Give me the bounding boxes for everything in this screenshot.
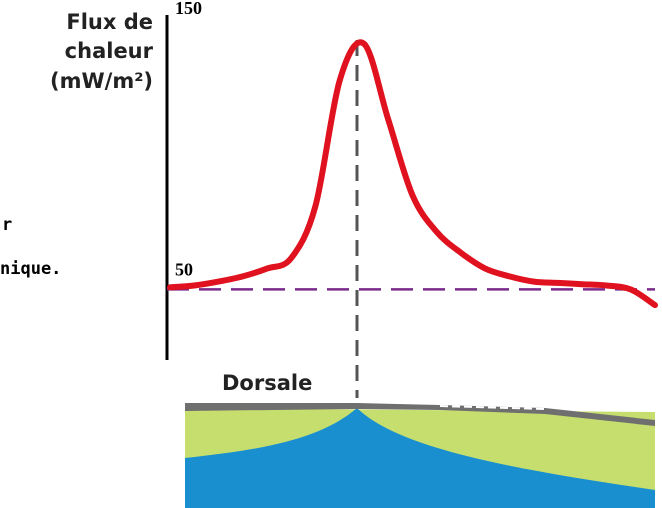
y-tick-label: 150 — [175, 0, 202, 18]
ridge-label: Dorsale — [222, 371, 312, 395]
heat-flux-line — [170, 42, 655, 305]
y-label: Flux de — [66, 10, 153, 34]
y-label: (mW/m²) — [50, 69, 153, 93]
y-label: chaleur — [65, 39, 154, 63]
annotation: nique. — [0, 259, 61, 279]
chart: Flux de chaleur (mW/m²) r nique. Dorsale… — [0, 0, 662, 508]
y-tick-label: 50 — [175, 259, 193, 279]
annotation: r — [2, 215, 12, 235]
